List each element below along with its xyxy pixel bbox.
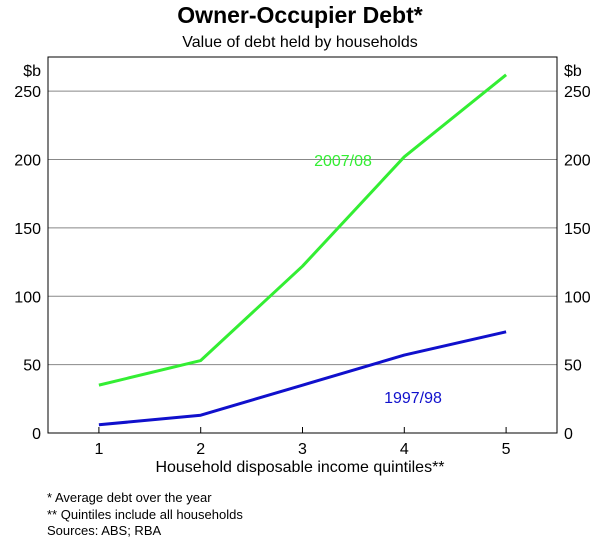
sources-note: Sources: ABS; RBA	[47, 523, 162, 538]
y-axis-unit-right: $b	[564, 63, 582, 80]
x-axis-label: Household disposable income quintiles**	[155, 459, 445, 476]
y-axis-unit-left: $b	[23, 63, 41, 80]
series-line-2007-08	[98, 73, 508, 387]
y-tick-label-left: 250	[14, 84, 41, 101]
x-tick-label: 2	[196, 441, 205, 458]
y-tick-label-right: 100	[564, 289, 591, 306]
chart-title: Owner-Occupier Debt*	[177, 2, 423, 28]
series-label: 2007/08	[314, 153, 372, 170]
y-tick-label-left: 200	[14, 153, 41, 170]
chart-subtitle: Value of debt held by households	[182, 34, 418, 51]
y-tick-label-left: 100	[14, 289, 41, 306]
series-lines	[98, 73, 508, 427]
footnote-2: ** Quintiles include all households	[47, 506, 243, 522]
x-tick-label: 3	[298, 441, 307, 458]
y-tick-label-left: 150	[14, 221, 41, 238]
y-tick-label-right: 150	[564, 221, 591, 238]
x-tick-label: 4	[400, 441, 409, 458]
footnote-1: * Average debt over the year	[47, 490, 212, 505]
plot-frame	[47, 56, 558, 434]
y-tick-label-right: 200	[564, 153, 591, 170]
x-tick-label: 1	[94, 441, 103, 458]
series-labels: 2007/08 1997/98	[314, 153, 442, 407]
y-tick-label-right: 50	[564, 358, 582, 375]
y-axis-ticks: 0 0 50 50 100 100 150 150 200 200 250 250	[14, 84, 591, 443]
series-label: 1997/98	[384, 390, 442, 407]
y-tick-label-left: 50	[23, 358, 41, 375]
series-line-1997-98	[98, 330, 507, 427]
y-tick-label-right: 250	[564, 84, 591, 101]
y-tick-label-right: 0	[564, 426, 573, 443]
gridlines	[48, 90, 557, 366]
x-tick-label: 5	[502, 441, 511, 458]
footnotes: * Average debt over the year ** Quintile…	[47, 490, 243, 540]
y-tick-label-left: 0	[32, 426, 41, 443]
x-axis-ticks: 1 2 3 4 5	[94, 427, 511, 458]
